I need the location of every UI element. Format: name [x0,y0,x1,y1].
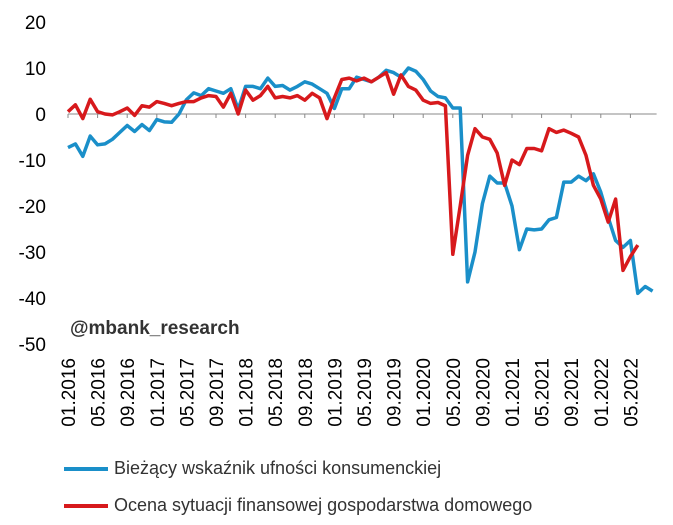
x-tick-label: 09.2016 [118,358,139,427]
watermark-text: @mbank_research [70,318,240,339]
x-tick-label: 05.2020 [444,358,465,427]
x-tick-label: 09.2018 [296,358,317,427]
y-tick-label: 0 [35,105,46,126]
series-lines [66,66,654,296]
y-tick-label: 10 [25,59,46,80]
x-tick-label: 05.2017 [177,358,198,427]
x-axis-tick-labels: 01.2016 05.2016 09.2016 01.2017 05.2017 09.20… [59,358,642,427]
x-tick-label: 01.2019 [325,358,346,427]
legend-item-2: Ocena sytuacji finansowej gospodarstwa d… [64,495,532,516]
y-tick-label: -30 [19,243,46,264]
x-axis-tick-marks [67,114,631,118]
legend-swatch-1 [64,466,108,471]
legend-item-1: Bieżący wskaźnik ufności konsumenckiej [64,458,441,479]
x-tick-label: 05.2018 [266,358,287,427]
x-tick-label: 05.2021 [533,358,554,427]
x-tick-label: 01.2017 [148,358,169,427]
y-tick-label: -40 [19,289,46,310]
x-tick-label: 01.2022 [592,358,613,427]
y-tick-label: -10 [19,151,46,172]
x-tick-label: 09.2020 [473,358,494,427]
y-tick-label: -50 [19,335,46,356]
x-tick-label: 09.2021 [562,358,583,427]
y-axis-tick-labels: 20 10 0 -10 -20 -30 -40 -50 [19,13,46,356]
legend-swatch-2 [64,503,108,508]
x-tick-label: 09.2019 [385,358,406,427]
y-tick-label: -20 [19,197,46,218]
x-tick-label: 01.2016 [59,358,80,427]
x-tick-label: 01.2020 [414,358,435,427]
x-tick-label: 01.2018 [237,358,258,427]
legend-label-1: Bieżący wskaźnik ufności konsumenckiej [114,458,442,478]
series-line-2 [66,70,640,273]
x-tick-label: 01.2021 [503,358,524,427]
y-tick-label: 20 [25,13,46,34]
x-tick-label: 05.2016 [89,358,110,427]
x-tick-label: 05.2022 [621,358,642,427]
x-tick-label: 09.2017 [207,358,228,427]
x-tick-label: 05.2019 [355,358,376,427]
legend-label-2: Ocena sytuacji finansowej gospodarstwa d… [114,495,533,515]
